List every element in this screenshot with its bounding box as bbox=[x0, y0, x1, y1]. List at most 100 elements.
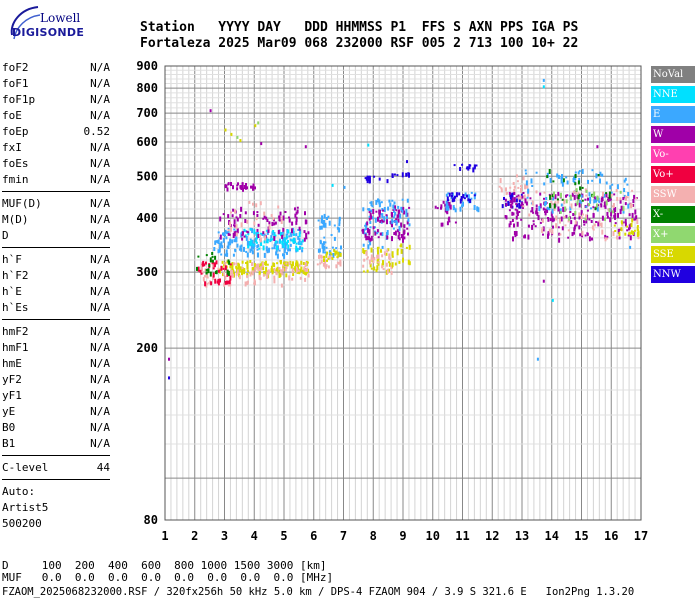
echo-w bbox=[633, 218, 636, 221]
echo-x bbox=[569, 194, 572, 200]
echo-w bbox=[574, 203, 577, 207]
echo-e bbox=[223, 232, 226, 236]
echo-vo bbox=[229, 275, 232, 281]
echo-ssw bbox=[339, 259, 342, 262]
echo-e bbox=[392, 216, 395, 219]
parameter-name: D bbox=[2, 229, 9, 242]
echo-sse bbox=[304, 271, 307, 275]
echo-e bbox=[328, 220, 331, 226]
echo-w bbox=[601, 215, 604, 221]
echo-e bbox=[400, 206, 403, 211]
echo-ssw bbox=[251, 262, 253, 267]
echo-x bbox=[622, 206, 625, 212]
echo-nne bbox=[258, 247, 261, 250]
echo-w bbox=[397, 235, 400, 239]
echo-w bbox=[225, 184, 228, 188]
echo-sse bbox=[272, 268, 275, 271]
echo-w bbox=[402, 237, 404, 243]
echo-e bbox=[578, 170, 581, 173]
echo-e bbox=[249, 248, 252, 253]
echo-e bbox=[391, 199, 394, 202]
echo-e bbox=[370, 209, 372, 213]
echo-ssw bbox=[598, 220, 601, 223]
echo-sse bbox=[407, 259, 410, 265]
echo-nnw bbox=[378, 177, 381, 181]
parameter-name: foF1p bbox=[2, 93, 36, 106]
echo-w bbox=[239, 185, 242, 189]
echo-e bbox=[222, 232, 224, 236]
echo-ssw bbox=[251, 270, 254, 276]
echo-point-e bbox=[343, 185, 346, 189]
parameter-value: 44 bbox=[96, 461, 110, 474]
echo-ssw bbox=[577, 192, 580, 198]
echo-w bbox=[573, 194, 576, 200]
echo-sse bbox=[292, 261, 294, 264]
echo-w bbox=[513, 197, 516, 203]
echo-ssw bbox=[365, 250, 368, 256]
auto-artist: Artist5 bbox=[2, 501, 49, 514]
echo-w bbox=[294, 207, 296, 211]
echo-e bbox=[470, 191, 473, 194]
echo-w bbox=[386, 235, 389, 240]
echo-w bbox=[369, 213, 372, 216]
echo-e bbox=[627, 203, 630, 209]
echo-w bbox=[366, 227, 369, 233]
echo-sse bbox=[243, 268, 246, 271]
echo-ssw bbox=[238, 275, 241, 280]
echo-w bbox=[511, 197, 514, 203]
echo-e bbox=[286, 251, 288, 255]
echo-ssw bbox=[520, 187, 522, 193]
echo-ssw bbox=[339, 261, 342, 267]
echo-w bbox=[448, 202, 451, 207]
echo-w bbox=[362, 228, 365, 234]
echo-sse bbox=[300, 266, 303, 270]
parameter-value: N/A bbox=[90, 285, 110, 298]
echo-nnw bbox=[509, 194, 512, 200]
echo-x bbox=[585, 189, 588, 193]
echo-sse bbox=[279, 261, 282, 265]
echo-nnw bbox=[461, 163, 464, 166]
echo-ssw bbox=[296, 267, 298, 273]
echo-w bbox=[505, 215, 508, 220]
echo-ssw bbox=[390, 265, 393, 270]
echo-w bbox=[236, 217, 239, 222]
echo-e bbox=[368, 215, 371, 218]
echo-e bbox=[226, 231, 229, 235]
echo-w bbox=[366, 221, 369, 226]
echo-w bbox=[454, 221, 457, 224]
echo-sse bbox=[221, 260, 224, 264]
plot-frame bbox=[164, 65, 642, 521]
echo-e bbox=[292, 232, 295, 235]
echo-point-e bbox=[536, 357, 539, 361]
echo-e bbox=[585, 205, 588, 208]
echo-sse bbox=[380, 250, 383, 253]
echo-sse bbox=[306, 261, 309, 264]
echo-ssw bbox=[582, 213, 584, 216]
echo-nne bbox=[301, 247, 304, 250]
echo-e bbox=[401, 198, 404, 201]
echo-sse bbox=[231, 268, 234, 271]
echo-e bbox=[408, 223, 411, 227]
echo-ssw bbox=[575, 190, 578, 194]
echo-w bbox=[607, 196, 610, 202]
echo-w bbox=[368, 217, 371, 221]
echo-w bbox=[372, 209, 375, 214]
echo-w bbox=[448, 216, 451, 220]
echo-nnw bbox=[469, 164, 472, 167]
echo-ssw bbox=[519, 195, 522, 200]
echo-sse bbox=[300, 260, 303, 265]
echo-ssw bbox=[506, 192, 508, 194]
echo-w bbox=[513, 231, 516, 235]
echo-nnw bbox=[463, 197, 466, 200]
echo-point-x bbox=[257, 121, 260, 125]
echo-w bbox=[288, 216, 290, 219]
echo-e bbox=[452, 205, 455, 209]
echo-x bbox=[209, 271, 212, 277]
echo-w bbox=[532, 223, 535, 226]
echo-ssw bbox=[223, 282, 226, 287]
echo-w bbox=[619, 199, 622, 204]
echo-ssw bbox=[297, 269, 300, 272]
echo-point-nne bbox=[367, 143, 370, 147]
echo-ssw bbox=[570, 203, 573, 209]
echo-e bbox=[254, 237, 257, 243]
